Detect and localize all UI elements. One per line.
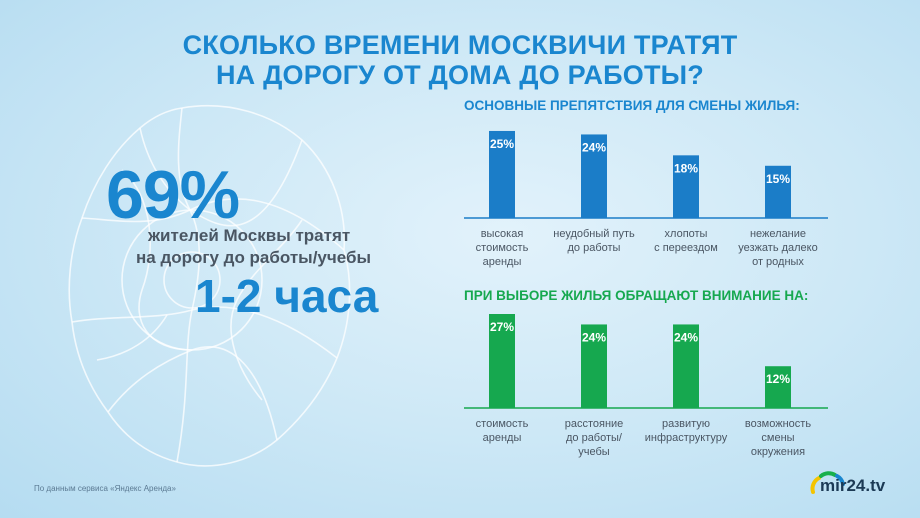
category-label-2: расстояние до работы/учебы bbox=[565, 418, 624, 458]
bar-4 bbox=[765, 366, 791, 408]
bar-value-label-4: 12% bbox=[766, 372, 790, 386]
category-label-1: стоимость аренды bbox=[476, 418, 529, 444]
category-label-1: высокая стоимость аренды bbox=[476, 228, 529, 268]
title-line-2: НА ДОРОГУ ОТ ДОМА ДО РАБОТЫ? bbox=[215, 60, 704, 90]
bar-value-label-1: 25% bbox=[490, 137, 514, 151]
bar-3 bbox=[673, 155, 699, 218]
source-note: По данным сервиса «Яндекс Аренда» bbox=[34, 484, 176, 493]
stat-description: жителей Москвы тратят на дорогу до работ… bbox=[136, 225, 371, 269]
stat-description-line-2: на дорогу до работы/учебы bbox=[136, 248, 371, 267]
bar-2 bbox=[581, 324, 607, 408]
criteria-chart-title: ПРИ ВЫБОРЕ ЖИЛЬЯ ОБРАЩАЮТ ВНИМАНИЕ НА: bbox=[464, 288, 809, 303]
bar-value-label-1: 27% bbox=[490, 320, 514, 334]
category-label-3: развитую инфраструктуру bbox=[645, 418, 728, 444]
category-label-2: неудобный путь до работы bbox=[553, 228, 635, 254]
stat-description-line-1: жителей Москвы тратят bbox=[148, 226, 351, 245]
bar-1 bbox=[489, 314, 515, 408]
bar-value-label-4: 15% bbox=[766, 172, 790, 186]
stat-hours: 1-2 часа bbox=[195, 270, 379, 322]
bar-3 bbox=[673, 324, 699, 408]
mir24-logo-icon bbox=[810, 471, 845, 494]
criteria-bar-chart: 27% стоимость аренды 24% расстояние до работы… bbox=[464, 314, 828, 458]
bar-value-label-3: 18% bbox=[674, 161, 698, 175]
title-line-1: СКОЛЬКО ВРЕМЕНИ МОСКВИЧИ ТРАТЯТ bbox=[182, 30, 738, 60]
page-title: СКОЛЬКО ВРЕМЕНИ МОСКВИЧИ ТРАТЯТ НА ДОРОГ… bbox=[0, 30, 920, 90]
bar-value-label-2: 24% bbox=[582, 330, 606, 344]
obstacles-chart-title: ОСНОВНЫЕ ПРЕПЯТСТВИЯ ДЛЯ СМЕНЫ ЖИЛЬЯ: bbox=[464, 98, 800, 113]
category-label-4: возможность смены окружения bbox=[745, 418, 811, 458]
moscow-map-outline bbox=[68, 104, 351, 467]
bar-value-label-2: 24% bbox=[582, 140, 606, 154]
stat-percent: 69% bbox=[106, 157, 240, 233]
bar-value-label-3: 24% bbox=[674, 330, 698, 344]
mir24-logo-text: mir24.tv bbox=[820, 476, 886, 495]
bar-4 bbox=[765, 165, 791, 218]
category-label-3: хлопоты с переездом bbox=[654, 228, 718, 254]
obstacles-bar-chart: 25% высокая стоимость аренды 24% неудобный пу… bbox=[464, 130, 828, 268]
bar-2 bbox=[581, 134, 607, 218]
category-label-4: нежелание уезжать далеко от родных bbox=[738, 228, 817, 268]
bar-1 bbox=[489, 130, 515, 218]
